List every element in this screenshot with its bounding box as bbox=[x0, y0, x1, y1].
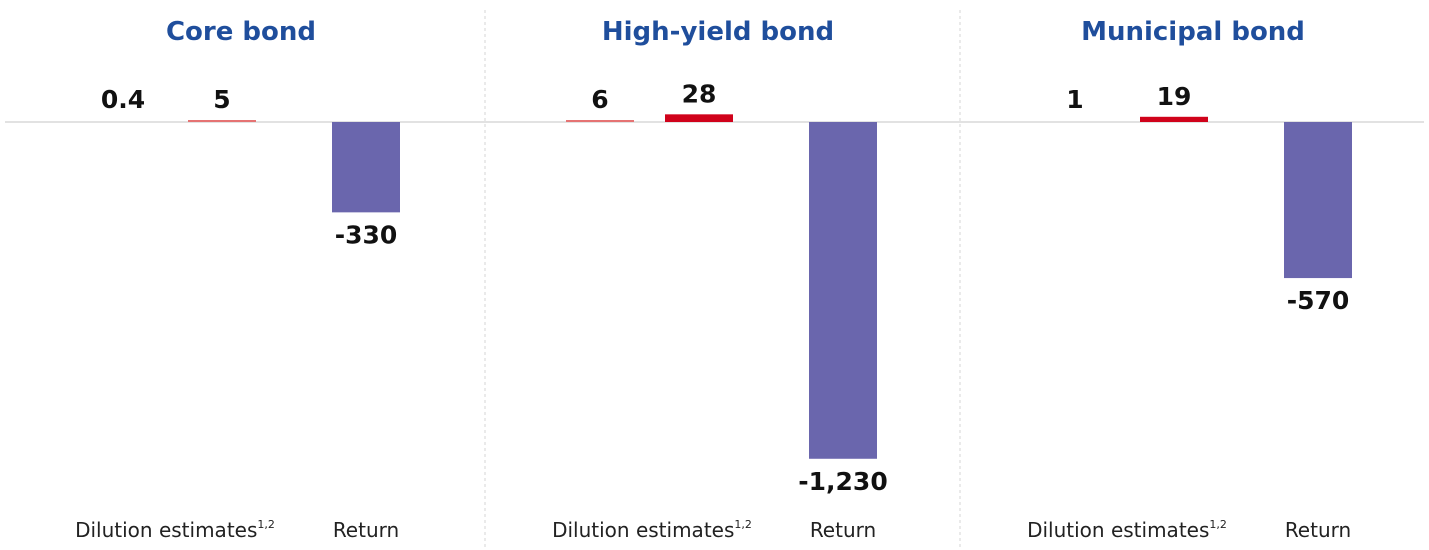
dilution-value-label: 6 bbox=[591, 85, 608, 114]
chart-panel-2: High-yield bond 6 28 -1,230 Dilution estimat… bbox=[552, 17, 888, 542]
dilution-bar bbox=[665, 114, 733, 122]
chart-panel-1: Core bond 0.4 5 -330 Dilution estimates1,2 Re… bbox=[75, 17, 400, 542]
dilution-value-label: 0.4 bbox=[101, 85, 145, 114]
footnote-superscript: 1,2 bbox=[1209, 518, 1227, 531]
return-value-label: -570 bbox=[1287, 286, 1350, 315]
panel-title: High-yield bond bbox=[602, 17, 834, 47]
category-label-dilution: Dilution estimates1,2 bbox=[552, 518, 752, 542]
dilution-value-label: 5 bbox=[213, 85, 230, 114]
dilution-value-label: 19 bbox=[1157, 82, 1192, 111]
dilution-value-label: 28 bbox=[682, 79, 717, 108]
dilution-bar bbox=[1140, 116, 1208, 122]
footnote-superscript: 1,2 bbox=[257, 518, 275, 531]
panel-title: Municipal bond bbox=[1081, 17, 1305, 47]
category-label-return: Return bbox=[1285, 518, 1351, 542]
footnote-superscript: 1,2 bbox=[734, 518, 752, 531]
category-label-dilution: Dilution estimates1,2 bbox=[1027, 518, 1227, 542]
panel-title: Core bond bbox=[166, 17, 316, 47]
dilution-bar bbox=[566, 120, 634, 122]
category-label-return: Return bbox=[333, 518, 399, 542]
return-value-label: -1,230 bbox=[798, 467, 887, 496]
category-label-return: Return bbox=[810, 518, 876, 542]
category-label-dilution: Dilution estimates1,2 bbox=[75, 518, 275, 542]
return-bar bbox=[809, 122, 877, 459]
return-bar bbox=[332, 122, 400, 213]
dilution-value-label: 1 bbox=[1066, 85, 1083, 114]
return-bar bbox=[1284, 122, 1352, 279]
chart-panel-3: Municipal bond 1 19 -570 Dilution estimates1… bbox=[1027, 17, 1352, 542]
return-value-label: -330 bbox=[335, 220, 398, 249]
dilution-bar bbox=[188, 120, 256, 122]
